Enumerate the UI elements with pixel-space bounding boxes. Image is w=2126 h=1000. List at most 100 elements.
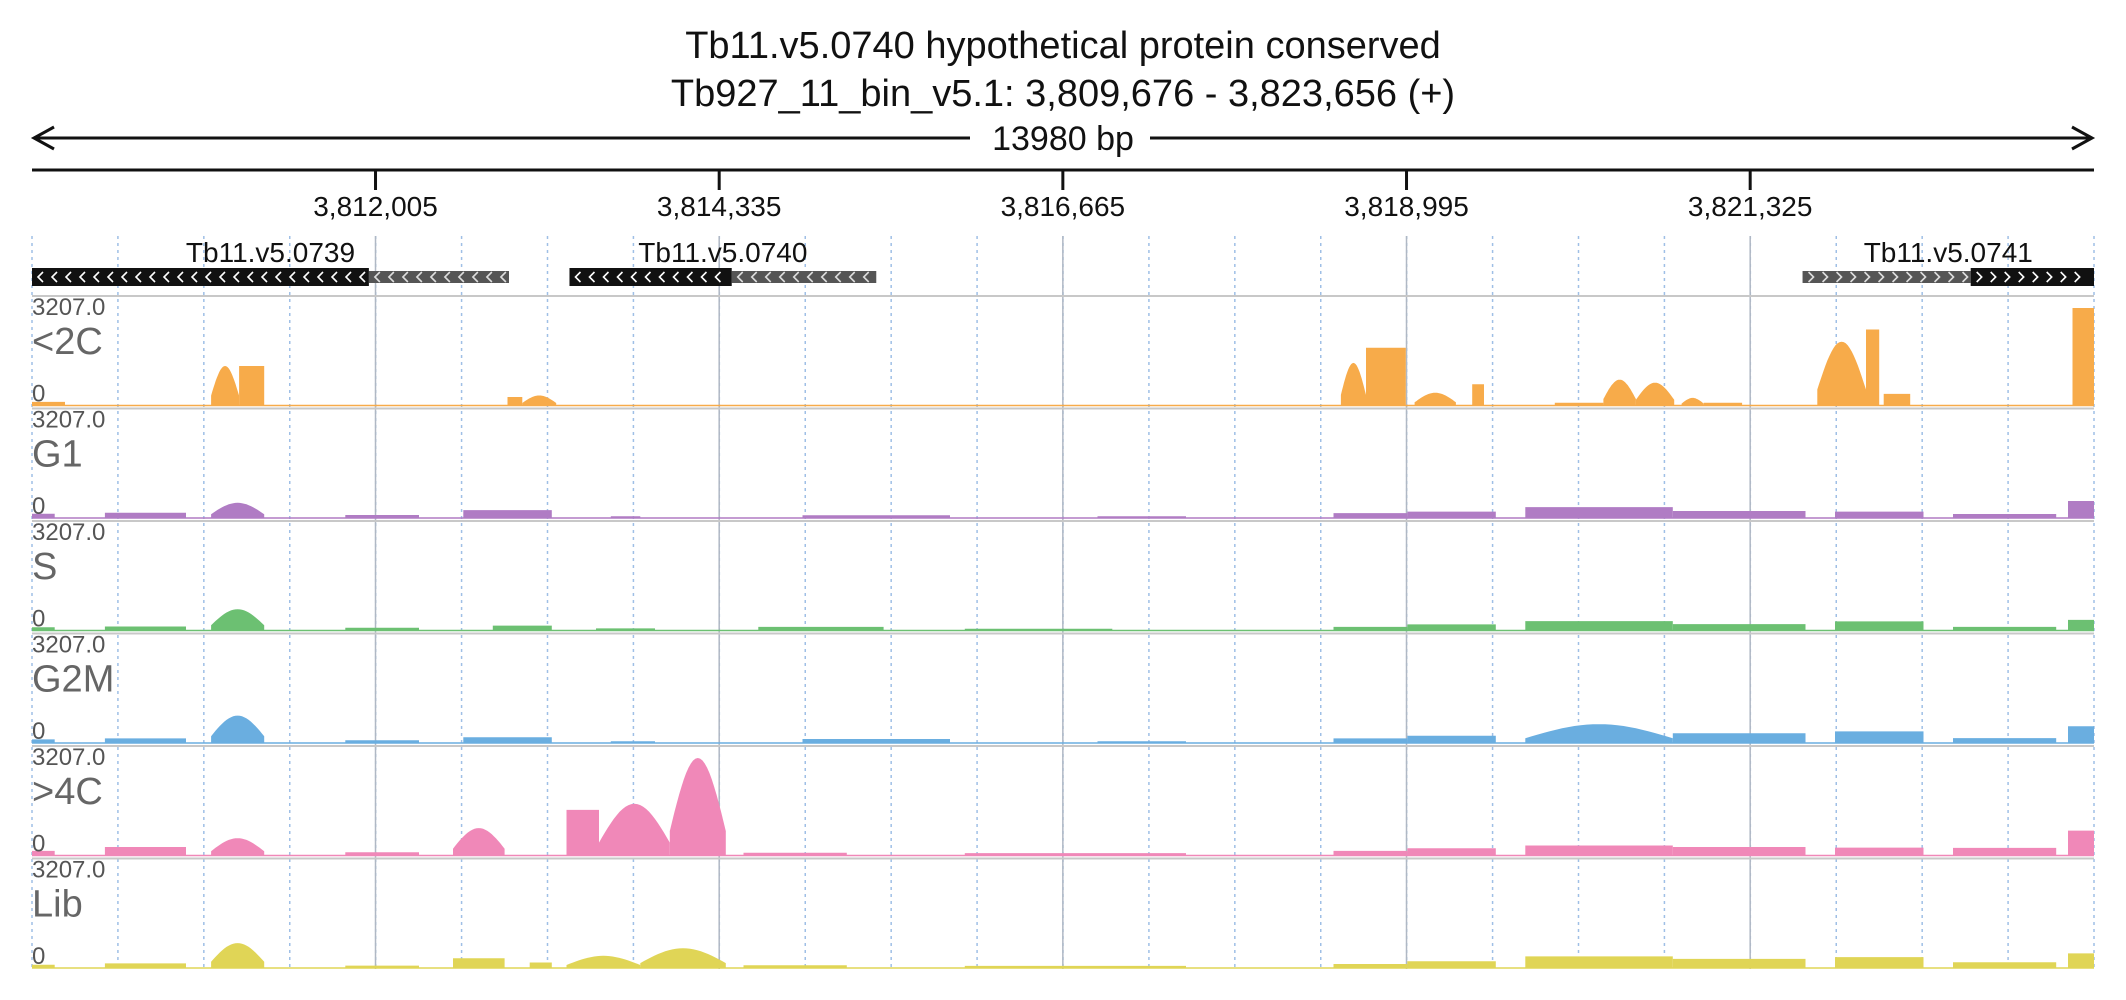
coverage-area — [610, 741, 655, 743]
strand-chevron — [457, 271, 465, 283]
strand-chevron — [2018, 271, 2025, 283]
figure-title-line-1: Tb11.v5.0740 hypothetical protein conser… — [685, 25, 1441, 67]
strand-chevron — [1933, 271, 1941, 283]
coverage-area — [1703, 402, 1743, 406]
track-ymin-label: 0 — [32, 381, 45, 408]
coverage-area — [211, 366, 240, 406]
coverage-track: 3207.0 0 G2M — [32, 632, 2094, 745]
coverage-area — [1525, 724, 1673, 743]
track-ymax-label: 3207.0 — [32, 632, 105, 659]
coverage-area — [1097, 741, 1186, 743]
coverage-area — [669, 758, 726, 856]
coverage-area — [1525, 845, 1673, 856]
coverage-area — [1525, 956, 1673, 968]
track-ymax-label: 3207.0 — [32, 407, 105, 434]
span-arrow: 13980 bp — [30, 120, 2096, 158]
coverage-area — [453, 828, 505, 856]
strand-chevron — [50, 271, 58, 283]
coverage-area — [802, 739, 950, 743]
coverage-track: 3207.0 0 S — [32, 519, 2094, 633]
gene-cds — [32, 268, 369, 286]
coverage-area — [2068, 830, 2094, 856]
coverage-area — [1333, 738, 1408, 743]
strand-chevron — [2046, 271, 2053, 283]
strand-chevron — [1905, 271, 1913, 283]
strand-chevron — [148, 271, 156, 283]
track-ymin-label: 0 — [32, 606, 45, 633]
strand-chevron — [2004, 271, 2011, 283]
strand-chevron — [36, 271, 44, 283]
strand-chevron — [806, 271, 814, 283]
coverage-area — [1407, 624, 1496, 631]
gene-model: Tb11.v5.0739 — [32, 237, 510, 286]
coverage-area — [345, 965, 419, 968]
coverage-area — [610, 516, 641, 518]
coverage-area — [1333, 626, 1408, 631]
coverage-area — [758, 626, 884, 631]
coverage-area — [32, 401, 65, 406]
coverage-area — [1953, 738, 2057, 743]
gene-utr — [1802, 271, 1971, 283]
coverage-area — [104, 963, 186, 968]
coordinate-ruler: 3,812,005 3,814,335 3,816,665 3,818,995 3,82… — [32, 168, 2094, 222]
strand-chevron — [316, 271, 324, 283]
strand-chevron — [134, 271, 142, 283]
gene-utr — [368, 271, 510, 283]
coverage-area — [1681, 397, 1704, 406]
ruler-tick-label: 3,821,325 — [1688, 191, 1813, 222]
coverage-area — [1835, 621, 1924, 631]
coverage-area — [529, 962, 552, 968]
strand-chevron — [764, 271, 772, 283]
coverage-area — [1525, 621, 1673, 631]
gene-label: Tb11.v5.0741 — [1864, 237, 2033, 268]
track-ymax-label: 3207.0 — [32, 744, 105, 771]
strand-chevron — [1891, 271, 1899, 283]
coverage-area — [1835, 957, 1924, 968]
track-name-label: G2M — [32, 659, 114, 701]
strand-chevron — [274, 271, 282, 283]
strand-chevron — [260, 271, 268, 283]
strand-chevron — [1877, 271, 1885, 283]
coverage-area — [211, 943, 265, 968]
strand-chevron — [672, 271, 680, 283]
coverage-area — [1672, 847, 1806, 856]
coverage-area — [1883, 393, 1911, 406]
coverage-area — [2068, 501, 2094, 518]
strand-chevron — [1835, 271, 1843, 283]
track-name-label: Lib — [32, 884, 83, 926]
strand-chevron — [588, 271, 596, 283]
coverage-area — [507, 397, 523, 406]
strand-chevron — [92, 271, 100, 283]
gene-label: Tb11.v5.0740 — [638, 237, 807, 268]
coverage-area — [1672, 958, 1806, 968]
strand-chevron — [443, 271, 451, 283]
coverage-area — [1407, 961, 1496, 968]
coverage-area — [32, 964, 55, 968]
strand-chevron — [700, 271, 708, 283]
coverage-area — [211, 715, 265, 743]
figure-title-line-2: Tb927_11_bin_v5.1: 3,809,676 - 3,823,656… — [671, 73, 1455, 115]
coverage-area — [1414, 392, 1456, 406]
coverage-area — [2068, 619, 2094, 631]
coverage-area — [964, 628, 1113, 631]
strand-chevron — [499, 271, 507, 283]
coverage-area — [345, 515, 419, 518]
coverage-area — [1333, 850, 1408, 856]
strand-chevron — [602, 271, 610, 283]
strand-chevron — [862, 271, 870, 283]
coverage-area — [1333, 964, 1408, 968]
ruler-tick-label: 3,818,995 — [1344, 191, 1469, 222]
strand-chevron — [387, 271, 395, 283]
coverage-area — [1817, 341, 1866, 406]
coverage-track: 3207.0 0 G1 — [32, 407, 2094, 520]
coverage-area — [1866, 329, 1880, 406]
strand-chevron — [1976, 271, 1983, 283]
strand-chevron — [64, 271, 72, 283]
coverage-area — [743, 852, 847, 856]
coverage-area — [1835, 847, 1924, 856]
coverage-area — [1835, 731, 1924, 743]
strand-chevron — [616, 271, 624, 283]
coverage-area — [596, 628, 655, 631]
coverage-area — [1554, 402, 1604, 406]
strand-chevron — [714, 271, 722, 283]
